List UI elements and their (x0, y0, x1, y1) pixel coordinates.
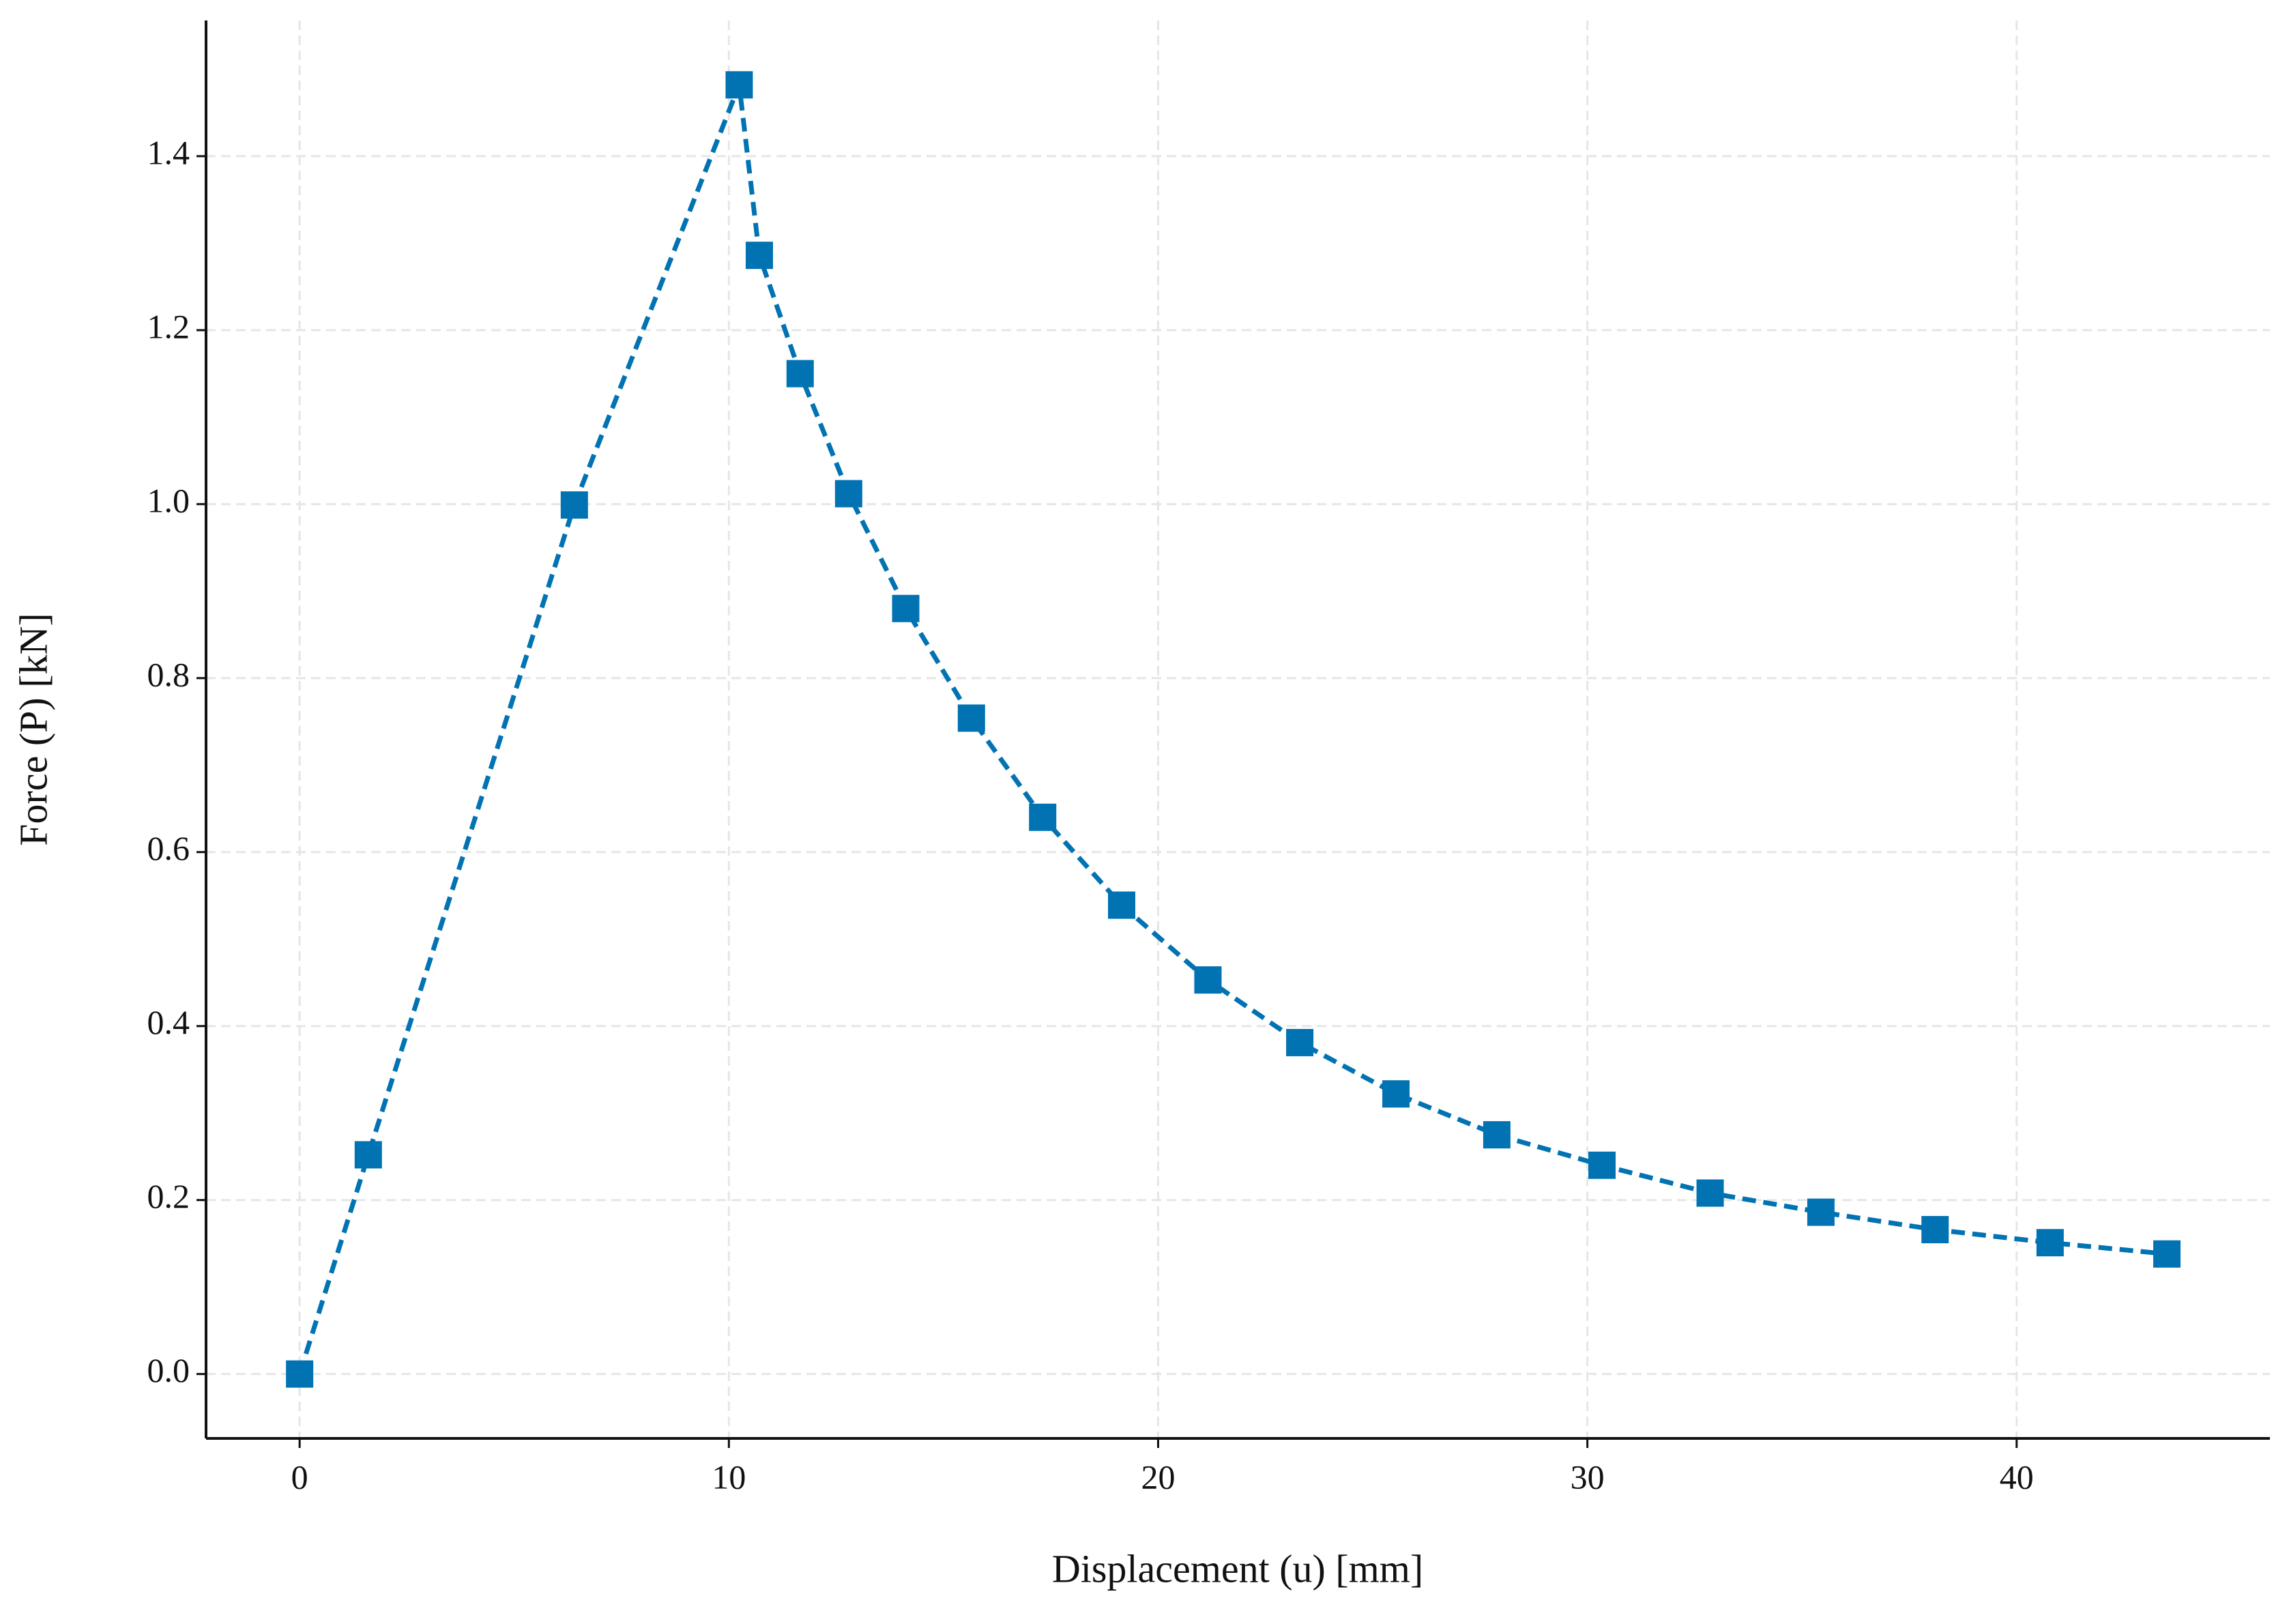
data-point (1382, 1080, 1410, 1108)
y-tick-label: 0.4 (147, 1003, 190, 1041)
data-point (834, 480, 862, 508)
data-point (957, 704, 985, 732)
x-tick-label: 20 (1141, 1458, 1175, 1496)
data-point (1588, 1151, 1616, 1179)
x-tick-label: 10 (712, 1458, 746, 1496)
x-tick-label: 30 (1571, 1458, 1605, 1496)
data-point (2153, 1240, 2181, 1268)
data-point (286, 1360, 314, 1388)
data-point (1696, 1179, 1724, 1207)
y-tick-label: 0.8 (147, 655, 190, 693)
data-point (1921, 1216, 1949, 1244)
data-point (560, 491, 588, 519)
y-axis-title: Force (P) [kN] (11, 613, 55, 845)
data-point (1107, 891, 1135, 919)
y-tick-label: 1.4 (147, 133, 190, 171)
data-point (892, 594, 920, 622)
x-tick-label: 0 (291, 1458, 308, 1496)
data-point (1807, 1198, 1835, 1226)
data-point (1029, 803, 1057, 831)
data-point (786, 360, 814, 388)
data-point (725, 71, 753, 99)
y-tick-label: 0.0 (147, 1351, 190, 1389)
data-point (1483, 1121, 1511, 1149)
y-tick-label: 1.2 (147, 307, 190, 345)
x-axis-title: Displacement (u) [mm] (1052, 1546, 1423, 1591)
data-point (1194, 966, 1222, 994)
data-point (1286, 1028, 1314, 1056)
y-tick-label: 0.6 (147, 829, 190, 867)
data-point (354, 1141, 382, 1169)
series-line (297, 84, 2168, 1375)
x-tick-label: 40 (2000, 1458, 2034, 1496)
y-tick-label: 1.0 (147, 481, 190, 519)
data-point (745, 242, 773, 270)
y-tick-label: 0.2 (147, 1177, 190, 1215)
data-point (2036, 1229, 2064, 1257)
